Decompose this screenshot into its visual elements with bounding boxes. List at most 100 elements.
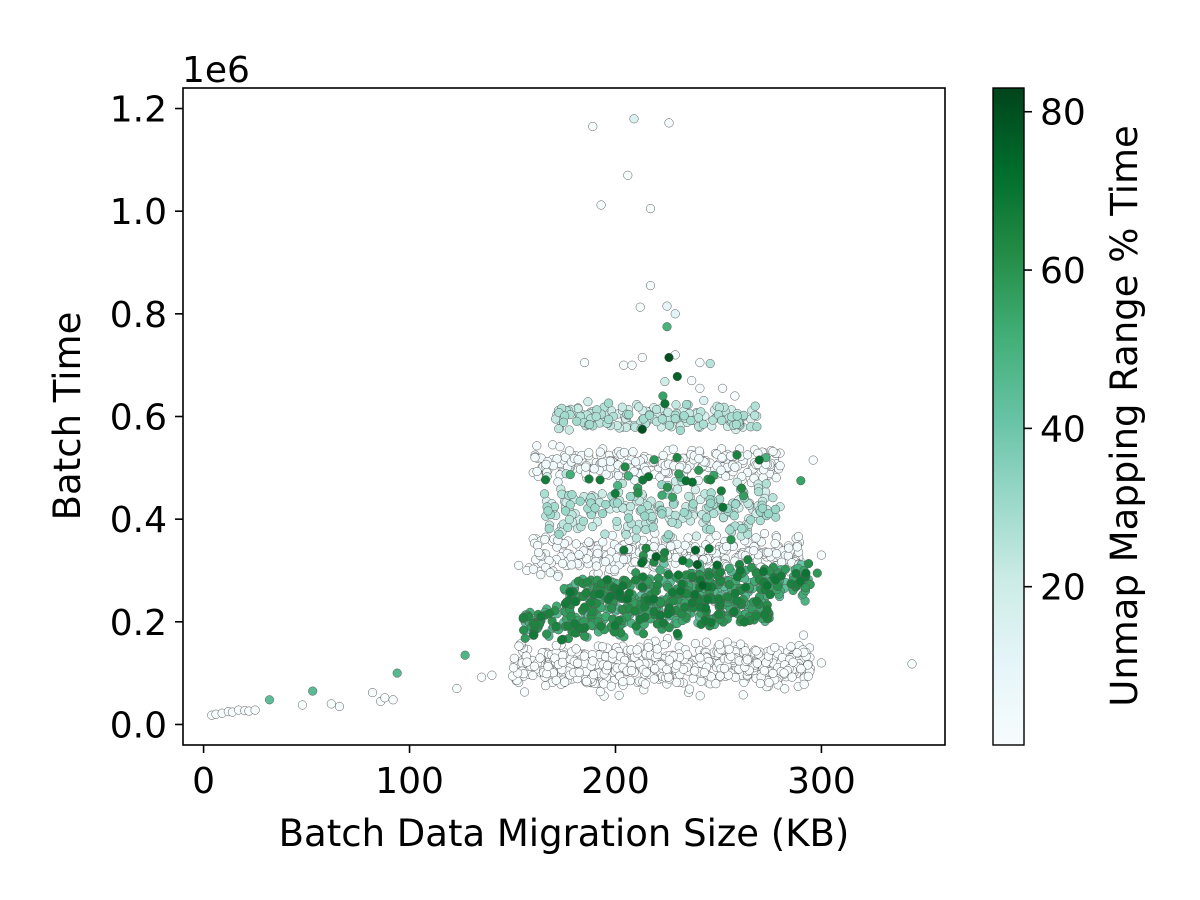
data-point bbox=[686, 415, 696, 426]
data-point bbox=[604, 398, 614, 408]
data-point bbox=[705, 524, 715, 535]
data-point bbox=[648, 522, 658, 532]
data-point bbox=[746, 515, 756, 525]
data-point bbox=[520, 687, 530, 697]
data-point bbox=[692, 560, 702, 570]
data-point bbox=[514, 560, 524, 570]
y-scale-label: 1e6 bbox=[182, 50, 250, 91]
data-point bbox=[601, 469, 611, 479]
data-point bbox=[367, 688, 378, 698]
data-point bbox=[380, 693, 390, 703]
colorbar: 20 40 60 80 Unmap Mapping Range % Time bbox=[992, 87, 1146, 746]
data-point bbox=[554, 424, 564, 434]
data-point bbox=[619, 554, 629, 564]
data-point bbox=[584, 448, 594, 458]
data-point bbox=[736, 483, 747, 493]
data-point bbox=[712, 560, 722, 570]
data-point bbox=[585, 419, 595, 430]
data-point bbox=[626, 502, 636, 512]
data-point bbox=[751, 646, 761, 656]
data-point bbox=[663, 609, 673, 619]
data-point bbox=[668, 444, 678, 454]
data-point bbox=[788, 657, 798, 667]
data-point bbox=[608, 649, 618, 659]
data-point bbox=[589, 464, 599, 474]
data-point bbox=[732, 596, 742, 606]
data-point bbox=[631, 533, 641, 543]
data-point bbox=[613, 481, 623, 491]
data-point bbox=[650, 587, 660, 597]
data-point bbox=[602, 661, 613, 671]
data-point bbox=[752, 596, 762, 606]
data-point bbox=[588, 656, 598, 666]
data-point bbox=[738, 690, 748, 700]
data-point bbox=[574, 667, 584, 677]
data-point bbox=[553, 571, 563, 581]
y-axis-label: Batch Time bbox=[46, 312, 89, 521]
data-point bbox=[779, 668, 789, 678]
data-point bbox=[796, 664, 806, 674]
data-point bbox=[518, 612, 528, 622]
data-point bbox=[729, 606, 739, 617]
data-point bbox=[649, 542, 659, 552]
x-axis-label: Batch Data Migration Size (KB) bbox=[279, 812, 850, 855]
data-point bbox=[536, 611, 546, 622]
data-point bbox=[264, 695, 275, 705]
data-point bbox=[808, 455, 818, 465]
data-point bbox=[584, 537, 594, 547]
data-point bbox=[759, 666, 769, 676]
data-point bbox=[558, 558, 568, 569]
data-point bbox=[580, 358, 590, 368]
data-point bbox=[542, 629, 552, 639]
data-point bbox=[731, 499, 741, 509]
data-point bbox=[540, 534, 550, 545]
data-point bbox=[583, 577, 593, 587]
data-point bbox=[605, 591, 615, 602]
data-point bbox=[541, 459, 551, 469]
data-point bbox=[685, 684, 695, 694]
data-point bbox=[643, 642, 654, 652]
data-point bbox=[762, 581, 772, 591]
data-point bbox=[704, 544, 714, 554]
data-point bbox=[544, 524, 554, 534]
data-point bbox=[629, 114, 639, 124]
data-point bbox=[601, 499, 611, 510]
data-point bbox=[768, 493, 778, 503]
data-point bbox=[621, 530, 631, 540]
data-point bbox=[624, 513, 634, 523]
data-point bbox=[544, 608, 554, 618]
data-point bbox=[786, 642, 796, 652]
data-point bbox=[751, 533, 761, 543]
data-point bbox=[623, 170, 633, 180]
data-point bbox=[637, 352, 647, 363]
data-point bbox=[718, 383, 728, 393]
data-point bbox=[597, 489, 607, 499]
data-point bbox=[657, 490, 667, 500]
data-point bbox=[392, 668, 402, 678]
data-point bbox=[668, 492, 678, 502]
data-point bbox=[585, 598, 595, 608]
data-point bbox=[634, 402, 644, 412]
data-point bbox=[672, 371, 682, 382]
data-point bbox=[732, 411, 742, 421]
data-point bbox=[799, 679, 809, 689]
data-point bbox=[650, 664, 660, 674]
data-point bbox=[672, 452, 682, 463]
data-point bbox=[670, 309, 680, 319]
data-point bbox=[775, 461, 785, 471]
data-point bbox=[560, 599, 570, 609]
data-point bbox=[651, 552, 661, 562]
colorbar-tick-label: 80 bbox=[1040, 93, 1086, 134]
data-point bbox=[598, 509, 608, 519]
data-point bbox=[541, 681, 551, 691]
data-point bbox=[740, 646, 750, 656]
data-point bbox=[801, 583, 811, 593]
data-point bbox=[626, 666, 637, 676]
data-point bbox=[637, 558, 647, 568]
data-point bbox=[690, 666, 700, 676]
data-point bbox=[638, 582, 648, 592]
data-point bbox=[543, 661, 553, 672]
data-point bbox=[731, 419, 741, 430]
data-point bbox=[719, 663, 729, 674]
data-point bbox=[763, 547, 773, 557]
